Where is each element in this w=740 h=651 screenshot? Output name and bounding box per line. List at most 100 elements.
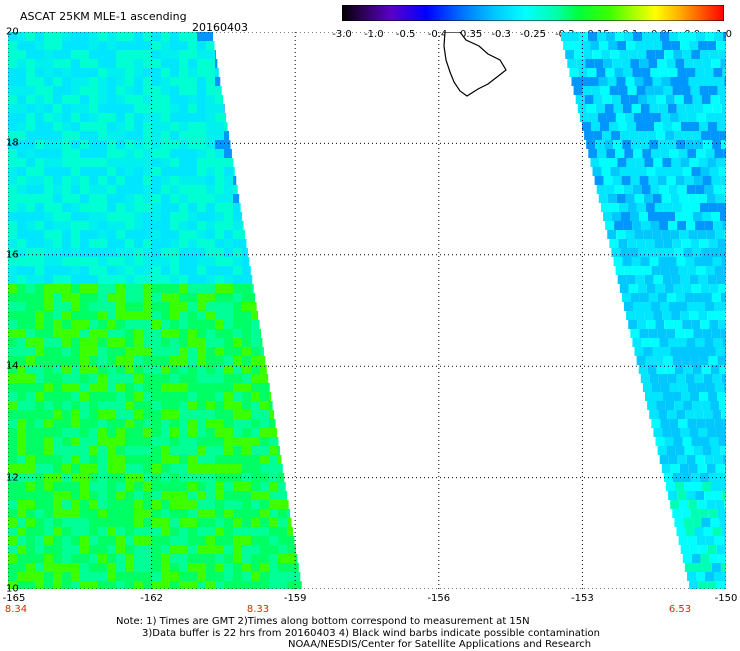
swath-cell (89, 176, 98, 185)
swath-cell (233, 338, 242, 347)
swath-cell (197, 500, 206, 509)
swath-cell (197, 338, 206, 347)
swath-cell (143, 419, 152, 428)
swath-cell (689, 41, 698, 50)
swath-cell (116, 374, 125, 383)
swath-cell (98, 437, 107, 446)
swath-cell (260, 545, 269, 554)
swath-cell (188, 194, 197, 203)
swath-cell (663, 392, 672, 401)
swath-cell (35, 527, 44, 536)
swath-cell (584, 131, 593, 140)
swath-cell (89, 482, 98, 491)
swath-cell (62, 59, 71, 68)
swath-cell (725, 158, 726, 167)
swath-cell (71, 554, 80, 563)
swath-cell (62, 563, 71, 572)
swath-cell (179, 374, 188, 383)
swath-cell (71, 284, 80, 293)
swath-cell (26, 419, 35, 428)
swath-cell (152, 131, 161, 140)
swath-cell (107, 518, 116, 527)
swath-cell (617, 41, 626, 50)
swath-cell (53, 140, 62, 149)
swath-cell (672, 392, 681, 401)
swath-cell (188, 410, 197, 419)
swath-cell (89, 230, 98, 239)
swath-cell (134, 275, 143, 284)
swath-cell (681, 392, 690, 401)
swath-cell (170, 185, 179, 194)
swath-cell (709, 320, 718, 329)
swath-cell (188, 320, 197, 329)
swath-cell (143, 77, 152, 86)
swath-cell (591, 122, 600, 131)
swath-cell (600, 122, 609, 131)
swath-cell (107, 32, 116, 41)
swath-cell (717, 392, 726, 401)
swath-cell (716, 581, 725, 589)
swath-cell (188, 392, 197, 401)
swath-cell (143, 122, 152, 131)
swath-cell (224, 356, 233, 365)
swath-cell (670, 230, 679, 239)
swath-cell (596, 104, 605, 113)
swath-cell (224, 383, 233, 392)
swath-cell (107, 284, 116, 293)
swath-cell (134, 320, 143, 329)
swath-cell (674, 167, 683, 176)
swath-cell (215, 104, 224, 113)
swath-cell (197, 374, 206, 383)
swath-cell (62, 104, 71, 113)
swath-cell (610, 50, 619, 59)
swath-cell (721, 563, 726, 572)
swath-cell (712, 293, 721, 302)
swath-cell (35, 230, 44, 239)
swath-cell (125, 113, 134, 122)
swath-cell (35, 257, 44, 266)
swath-cell (633, 302, 642, 311)
swath-cell (125, 239, 134, 248)
swath-cell (8, 212, 17, 221)
swath-cell (242, 320, 251, 329)
swath-cell (179, 536, 188, 545)
swath-cell (179, 437, 188, 446)
swath-cell (134, 365, 143, 374)
swath-cell (161, 563, 170, 572)
swath-cell (692, 518, 701, 527)
swath-cell (639, 95, 648, 104)
swath-cell (704, 374, 713, 383)
swath-cell (188, 185, 197, 194)
swath-cell (98, 455, 107, 464)
swath-cell (107, 320, 116, 329)
swath-cell (699, 509, 708, 518)
swath-cell (188, 509, 197, 518)
swath-cell (170, 239, 179, 248)
swath-cell (125, 86, 134, 95)
swath-cell (80, 356, 89, 365)
swath-cell (206, 257, 215, 266)
swath-cell (215, 221, 224, 230)
swath-cell (143, 545, 152, 554)
swath-cell (89, 50, 98, 59)
swath-cell (107, 131, 116, 140)
swath-cell (712, 446, 721, 455)
swath-cell (260, 338, 262, 347)
swath-cell (143, 428, 152, 437)
swath-cell (17, 509, 26, 518)
swath-cell (699, 275, 708, 284)
swath-cell (89, 248, 98, 257)
swath-cell (98, 59, 107, 68)
swath-cell (26, 221, 35, 230)
swath-cell (98, 392, 107, 401)
swath-cell (269, 563, 278, 572)
swath-cell (152, 518, 161, 527)
swath-cell (614, 221, 623, 230)
swath-cell (179, 482, 188, 491)
swath-cell (215, 509, 224, 518)
swath-cell (89, 572, 98, 581)
swath-cell (44, 329, 53, 338)
swath-cell (152, 266, 161, 275)
swath-cell (170, 581, 179, 589)
swath-cell (677, 68, 686, 77)
